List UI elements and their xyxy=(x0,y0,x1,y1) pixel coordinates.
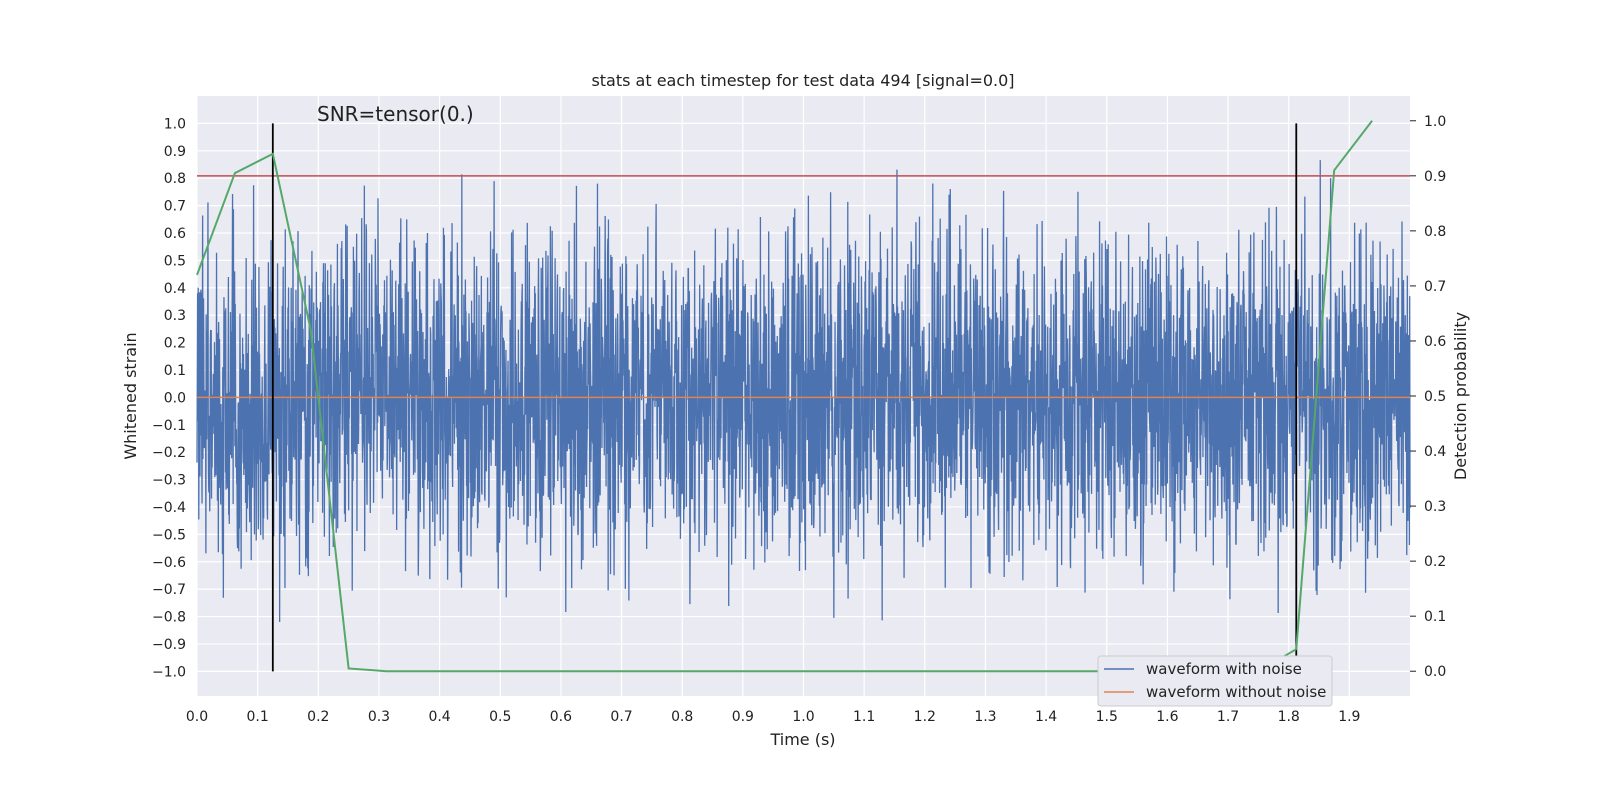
y-tick-label-18: 0.8 xyxy=(164,171,186,187)
x-tick-label-13: 1.3 xyxy=(974,709,996,725)
chart-title: stats at each timestep for test data 494… xyxy=(591,71,1014,90)
y2-tick-label-4: 0.4 xyxy=(1424,444,1446,460)
legend-label-waveform-with-noise: waveform with noise xyxy=(1146,660,1302,678)
x-tick-label-11: 1.1 xyxy=(853,709,875,725)
y2-tick-label-10: 1.0 xyxy=(1424,114,1446,130)
y-tick-label-1: −0.9 xyxy=(152,637,186,653)
y-tick-label-7: −0.3 xyxy=(152,473,186,489)
y-tick-label-10: 0.0 xyxy=(164,390,186,406)
y2-tick-label-9: 0.9 xyxy=(1424,169,1446,185)
x-tick-label-5: 0.5 xyxy=(489,709,511,725)
snr-annotation: SNR=tensor(0.) xyxy=(317,102,474,126)
x-tick-label-17: 1.7 xyxy=(1217,709,1239,725)
y-axis-label: Whitened strain xyxy=(121,332,140,459)
y2-tick-label-6: 0.6 xyxy=(1424,334,1446,350)
x-tick-label-6: 0.6 xyxy=(550,709,572,725)
legend-label-waveform-without-noise: waveform without noise xyxy=(1146,683,1326,701)
y2-tick-label-8: 0.8 xyxy=(1424,224,1446,240)
y2-axis-label: Detection probability xyxy=(1451,312,1470,480)
x-tick-labels: 0.0 0.1 0.2 0.3 0.4 0.5 0.6 0.7 0.8 0.9 1.0 1.1 1.2 1… xyxy=(186,709,1361,725)
y-tick-label-5: −0.5 xyxy=(152,527,186,543)
y2-tick-label-3: 0.3 xyxy=(1424,499,1446,515)
y-tick-label-15: 0.5 xyxy=(164,253,186,269)
x-tick-label-19: 1.9 xyxy=(1338,709,1360,725)
y2-tick-label-1: 0.1 xyxy=(1424,609,1446,625)
x-tick-label-16: 1.6 xyxy=(1156,709,1178,725)
y-tick-labels: −1.0 −0.9 −0.8 −0.7 −0.6 −0.5 −0.4 −0.3 −0.2 −0.1… xyxy=(152,116,186,680)
y-tick-label-8: −0.2 xyxy=(152,445,186,461)
x-tick-label-18: 1.8 xyxy=(1278,709,1300,725)
y2-tick-label-0: 0.0 xyxy=(1424,664,1446,680)
y-tick-label-3: −0.7 xyxy=(152,582,186,598)
y-tick-label-0: −1.0 xyxy=(152,664,186,680)
y2-tick-label-2: 0.2 xyxy=(1424,554,1446,570)
x-tick-label-3: 0.3 xyxy=(368,709,390,725)
x-tick-label-8: 0.8 xyxy=(671,709,693,725)
y-tick-label-19: 0.9 xyxy=(164,144,186,160)
y-tick-label-16: 0.6 xyxy=(164,226,186,242)
line-waveform-with-noise xyxy=(196,160,1411,623)
x-tick-label-14: 1.4 xyxy=(1035,709,1057,725)
x-tick-label-4: 0.4 xyxy=(428,709,450,725)
y-tick-label-14: 0.4 xyxy=(164,281,186,297)
legend: waveform with noise waveform without noi… xyxy=(1097,655,1333,707)
y-tick-label-12: 0.2 xyxy=(164,336,186,352)
x-tick-label-10: 1.0 xyxy=(792,709,814,725)
x-tick-label-1: 0.1 xyxy=(247,709,269,725)
y-tick-label-6: −0.4 xyxy=(152,500,186,516)
y-tick-label-9: −0.1 xyxy=(152,418,186,434)
x-tick-label-2: 0.2 xyxy=(307,709,329,725)
x-tick-label-15: 1.5 xyxy=(1096,709,1118,725)
y2-tick-labels: 0.0 0.1 0.2 0.3 0.4 0.5 0.6 0.7 0.8 0.9 1.0 xyxy=(1410,114,1446,680)
y-tick-label-13: 0.3 xyxy=(164,308,186,324)
y2-tick-label-5: 0.5 xyxy=(1424,389,1446,405)
y2-tick-label-7: 0.7 xyxy=(1424,279,1446,295)
y-tick-label-2: −0.8 xyxy=(152,610,186,626)
legend-box xyxy=(1097,655,1333,707)
y-tick-label-11: 0.1 xyxy=(164,363,186,379)
vertical-markers xyxy=(271,123,1298,672)
y-tick-label-20: 1.0 xyxy=(164,116,186,132)
x-tick-label-9: 0.9 xyxy=(732,709,754,725)
x-tick-label-12: 1.2 xyxy=(914,709,936,725)
x-tick-label-0: 0.0 xyxy=(186,709,208,725)
x-axis-label: Time (s) xyxy=(769,730,835,749)
x-tick-label-7: 0.7 xyxy=(610,709,632,725)
series-waveform-with-noise xyxy=(196,160,1411,623)
y-tick-label-17: 0.7 xyxy=(164,199,186,215)
y-tick-label-4: −0.6 xyxy=(152,555,186,571)
